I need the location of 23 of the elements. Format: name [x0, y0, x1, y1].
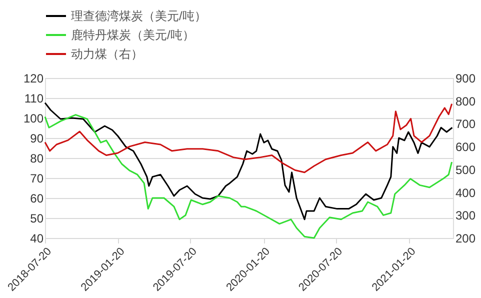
- y2-tick-label: 200: [456, 232, 476, 246]
- line-series: [44, 114, 453, 239]
- y-tick-label: 60: [30, 192, 44, 206]
- y2-tick-label: 900: [456, 72, 476, 86]
- legend-label: 动力煤（右）: [71, 47, 143, 61]
- y2-tick-label: 400: [456, 186, 476, 200]
- y-tick-label: 100: [23, 112, 44, 126]
- legend-label: 理查德湾煤炭（美元/吨）: [71, 9, 206, 23]
- y-tick-label: 50: [30, 212, 44, 226]
- y-tick-label: 40: [30, 232, 44, 246]
- y-tick-label: 90: [30, 132, 44, 146]
- line-series: [44, 103, 453, 174]
- y-tick-label: 80: [30, 152, 44, 166]
- line-series: [44, 102, 453, 220]
- y2-tick-label: 800: [456, 94, 476, 108]
- y2-tick-label: 300: [456, 208, 476, 223]
- y2-tick-label: 600: [456, 140, 476, 154]
- y-tick-label: 70: [30, 172, 44, 186]
- y-tick-label: 120: [23, 72, 44, 86]
- y2-tick-label: 700: [456, 117, 476, 132]
- legend-label: 鹿特丹煤炭（美元/吨）: [71, 28, 194, 42]
- y2-tick-label: 500: [456, 162, 476, 177]
- y-tick-label: 110: [24, 92, 44, 106]
